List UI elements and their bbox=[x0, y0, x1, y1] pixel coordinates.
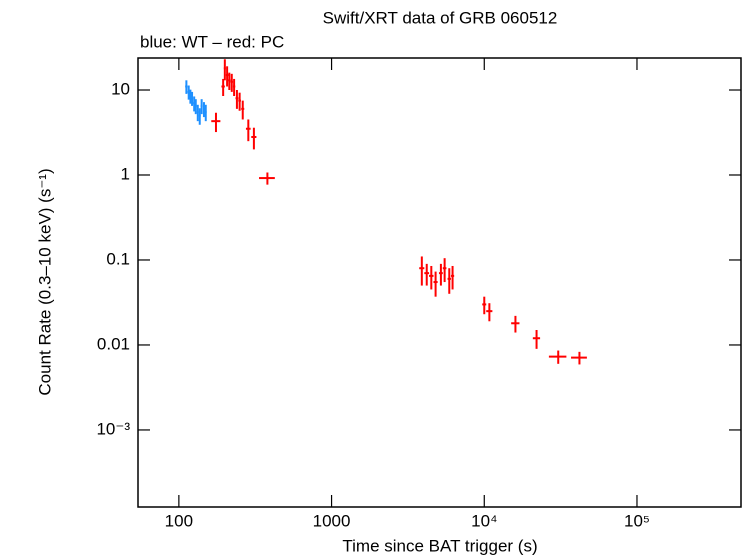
x-tick-label: 1000 bbox=[313, 511, 351, 530]
y-tick-label: 0.1 bbox=[106, 249, 130, 268]
plot-frame bbox=[137, 57, 742, 508]
x-tick-label: 10⁴ bbox=[471, 511, 497, 530]
y-tick-label: 10 bbox=[111, 79, 130, 98]
x-tick-label: 10⁵ bbox=[624, 511, 650, 530]
y-tick-label: 10⁻³ bbox=[96, 419, 130, 438]
chart-title: Swift/XRT data of GRB 060512 bbox=[323, 8, 558, 27]
x-tick-label: 100 bbox=[165, 511, 193, 530]
x-axis-label: Time since BAT trigger (s) bbox=[342, 536, 537, 555]
y-tick-label: 0.01 bbox=[97, 334, 130, 353]
y-tick-label: 1 bbox=[121, 164, 130, 183]
chart-subtitle: blue: WT – red: PC bbox=[140, 32, 284, 51]
y-axis-label: Count Rate (0.3–10 keV) (s⁻¹) bbox=[35, 168, 54, 395]
